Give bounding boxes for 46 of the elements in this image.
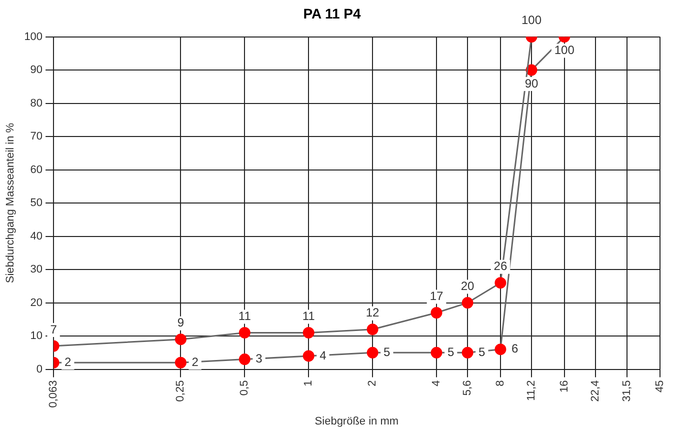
- x-tick-label: 22,4: [589, 380, 602, 402]
- x-tick-label: 16: [558, 380, 570, 393]
- data-label: 17: [430, 289, 444, 304]
- y-tick-label: 30: [30, 264, 43, 276]
- y-tick-label: 100: [24, 30, 43, 43]
- x-tick-label: 11,2: [526, 380, 538, 401]
- data-label: 11: [238, 309, 252, 324]
- x-tick-label: 4: [430, 380, 443, 386]
- y-tick-label: 70: [30, 130, 43, 143]
- data-label: 2: [64, 354, 72, 369]
- y-tick-label: 40: [30, 230, 43, 242]
- x-axis-title: Siebgröße in mm: [314, 415, 399, 428]
- chart-title: PA 11 P4: [303, 5, 362, 22]
- data-label: 5: [478, 344, 486, 359]
- x-tick-label: 8: [494, 380, 506, 386]
- x-tick-label: 0,25: [174, 380, 187, 402]
- x-tick-label: 31,5: [620, 380, 633, 402]
- x-tick-label: 0,5: [238, 380, 251, 396]
- data-label: 7: [50, 322, 58, 336]
- x-tick-label: 1: [302, 380, 315, 386]
- data-label: 100: [554, 43, 575, 58]
- x-tick-label: 2: [366, 380, 379, 386]
- data-label: 90: [524, 76, 538, 90]
- y-tick-label: 80: [30, 97, 43, 110]
- y-tick-label: 90: [30, 64, 43, 76]
- data-label: 2: [192, 354, 199, 369]
- data-label: 4: [320, 348, 327, 362]
- x-tick-label: 0,063: [48, 380, 60, 408]
- data-label: 12: [366, 306, 380, 320]
- x-tick-label: 45: [654, 380, 666, 393]
- y-tick-label: 20: [30, 296, 43, 309]
- y-tick-label: 60: [30, 164, 43, 176]
- y-tick-label: 10: [30, 330, 43, 342]
- y-axis-title: Siebdurchgang Masseanteil in %: [4, 122, 17, 284]
- data-label: 5: [447, 344, 454, 359]
- data-label: 26: [494, 259, 508, 274]
- data-label: 11: [302, 309, 316, 324]
- data-label: 100: [521, 13, 542, 28]
- data-label: 20: [460, 279, 475, 294]
- data-label: 9: [177, 316, 184, 330]
- data-label: 5: [384, 344, 391, 359]
- y-tick-label: 0: [36, 363, 43, 376]
- y-tick-label: 50: [30, 197, 43, 210]
- data-label: 6: [511, 342, 518, 356]
- data-label: 3: [256, 352, 263, 366]
- x-tick-label: 5,6: [462, 380, 474, 396]
